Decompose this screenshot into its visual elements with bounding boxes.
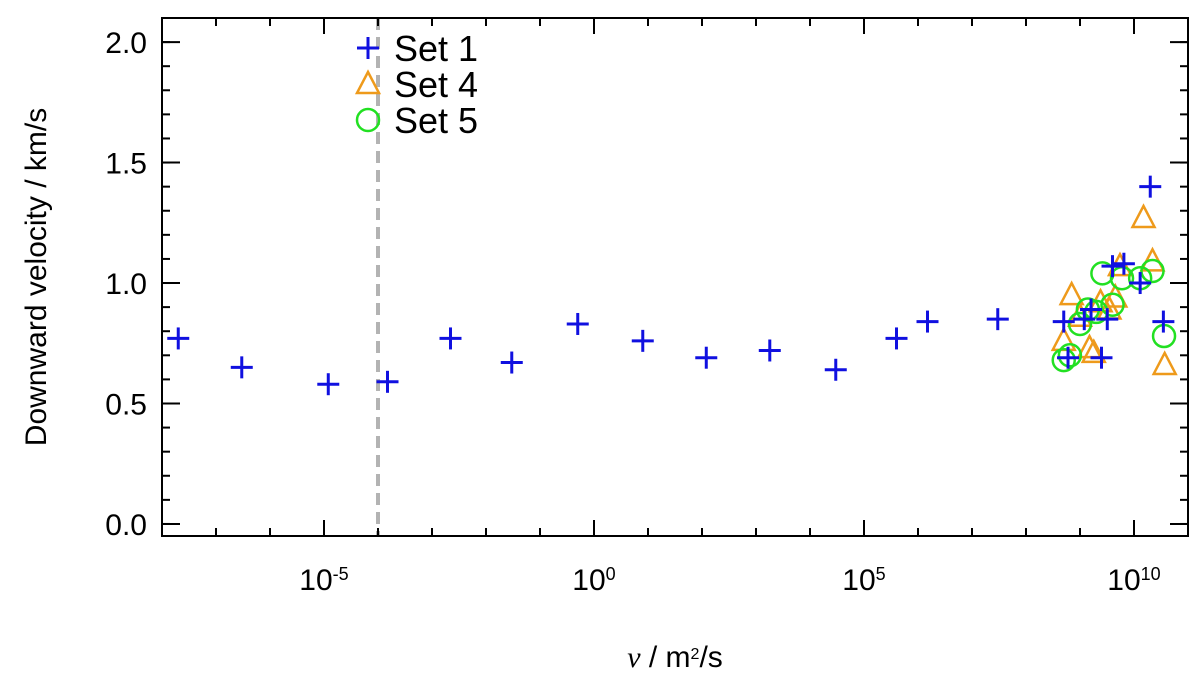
x-tick-label: 100 bbox=[572, 564, 615, 597]
set-1-point bbox=[758, 339, 781, 362]
set-4-point bbox=[1130, 203, 1157, 229]
x-axis-title-tail: /s bbox=[699, 641, 722, 674]
set-4-point bbox=[1076, 333, 1103, 359]
legend-marker-set-1 bbox=[357, 37, 379, 59]
set-1-point bbox=[566, 312, 589, 335]
set-1-point bbox=[824, 358, 847, 381]
set-4-point bbox=[1080, 338, 1107, 364]
y-tick-label: 0.0 bbox=[105, 509, 147, 542]
x-tick-label: 1010 bbox=[1107, 564, 1160, 597]
plot-frame bbox=[161, 17, 1189, 537]
set-1-point bbox=[631, 329, 654, 352]
set-1-point bbox=[1080, 298, 1103, 321]
legend-label-set-1: Set 1 bbox=[394, 28, 478, 69]
x-axis-title-text: / m bbox=[641, 641, 691, 674]
data-marks bbox=[167, 175, 1178, 396]
set-4-point bbox=[1139, 246, 1166, 272]
set-4-point bbox=[1058, 280, 1085, 306]
set-1-point bbox=[986, 308, 1009, 331]
set-1-point bbox=[885, 327, 908, 350]
set-1-point bbox=[1052, 310, 1075, 333]
axis-tick-labels: 10-5 100 105 1010 0.0 0.5 1.0 1.5 2.0 bbox=[105, 27, 1160, 597]
set-5-point bbox=[1140, 258, 1165, 284]
x-axis-title-symbol: ν bbox=[627, 641, 641, 674]
set-1-point bbox=[695, 346, 718, 369]
set-1-point bbox=[1139, 175, 1162, 198]
y-tick-label: 0.5 bbox=[105, 388, 147, 421]
x-tick-label: 105 bbox=[842, 564, 885, 597]
y-tick-label: 1.0 bbox=[105, 268, 147, 301]
set-1-point bbox=[1057, 346, 1080, 369]
set-1-point bbox=[1152, 310, 1175, 333]
set-1-point bbox=[317, 373, 340, 396]
set-1-point bbox=[439, 327, 462, 350]
x-tick-label: 10-5 bbox=[299, 564, 348, 597]
set-1-point bbox=[376, 370, 399, 393]
set-1-point bbox=[230, 356, 253, 379]
set-1-point bbox=[1101, 255, 1124, 278]
x-axis-title-sup: 2 bbox=[691, 646, 700, 663]
axis-ticks bbox=[161, 18, 1189, 536]
set-5-point bbox=[1100, 292, 1125, 317]
set-1-point bbox=[167, 327, 190, 350]
y-axis-title: Downward velocity / km/s bbox=[20, 108, 53, 446]
set-5-point bbox=[1067, 311, 1093, 337]
legend-marker-set-5 bbox=[355, 107, 381, 133]
legend-marker-set-4 bbox=[354, 69, 382, 95]
set-1-point bbox=[1129, 272, 1152, 295]
set-1-point bbox=[1096, 308, 1119, 331]
y-tick-label: 1.5 bbox=[105, 148, 147, 181]
set-4-point bbox=[1151, 350, 1178, 376]
set-5-point bbox=[1057, 343, 1083, 368]
y-tick-label: 2.0 bbox=[105, 27, 147, 60]
legend-label-set-5: Set 5 bbox=[394, 100, 478, 141]
x-axis-title: ν / m2/s bbox=[627, 641, 723, 674]
set-1-point bbox=[500, 351, 523, 374]
set-1-point bbox=[1090, 346, 1113, 369]
legend-label-set-4: Set 4 bbox=[394, 64, 478, 105]
set-1-point bbox=[916, 310, 939, 333]
set-5-point bbox=[1051, 347, 1076, 373]
set-1-point bbox=[1112, 252, 1135, 275]
